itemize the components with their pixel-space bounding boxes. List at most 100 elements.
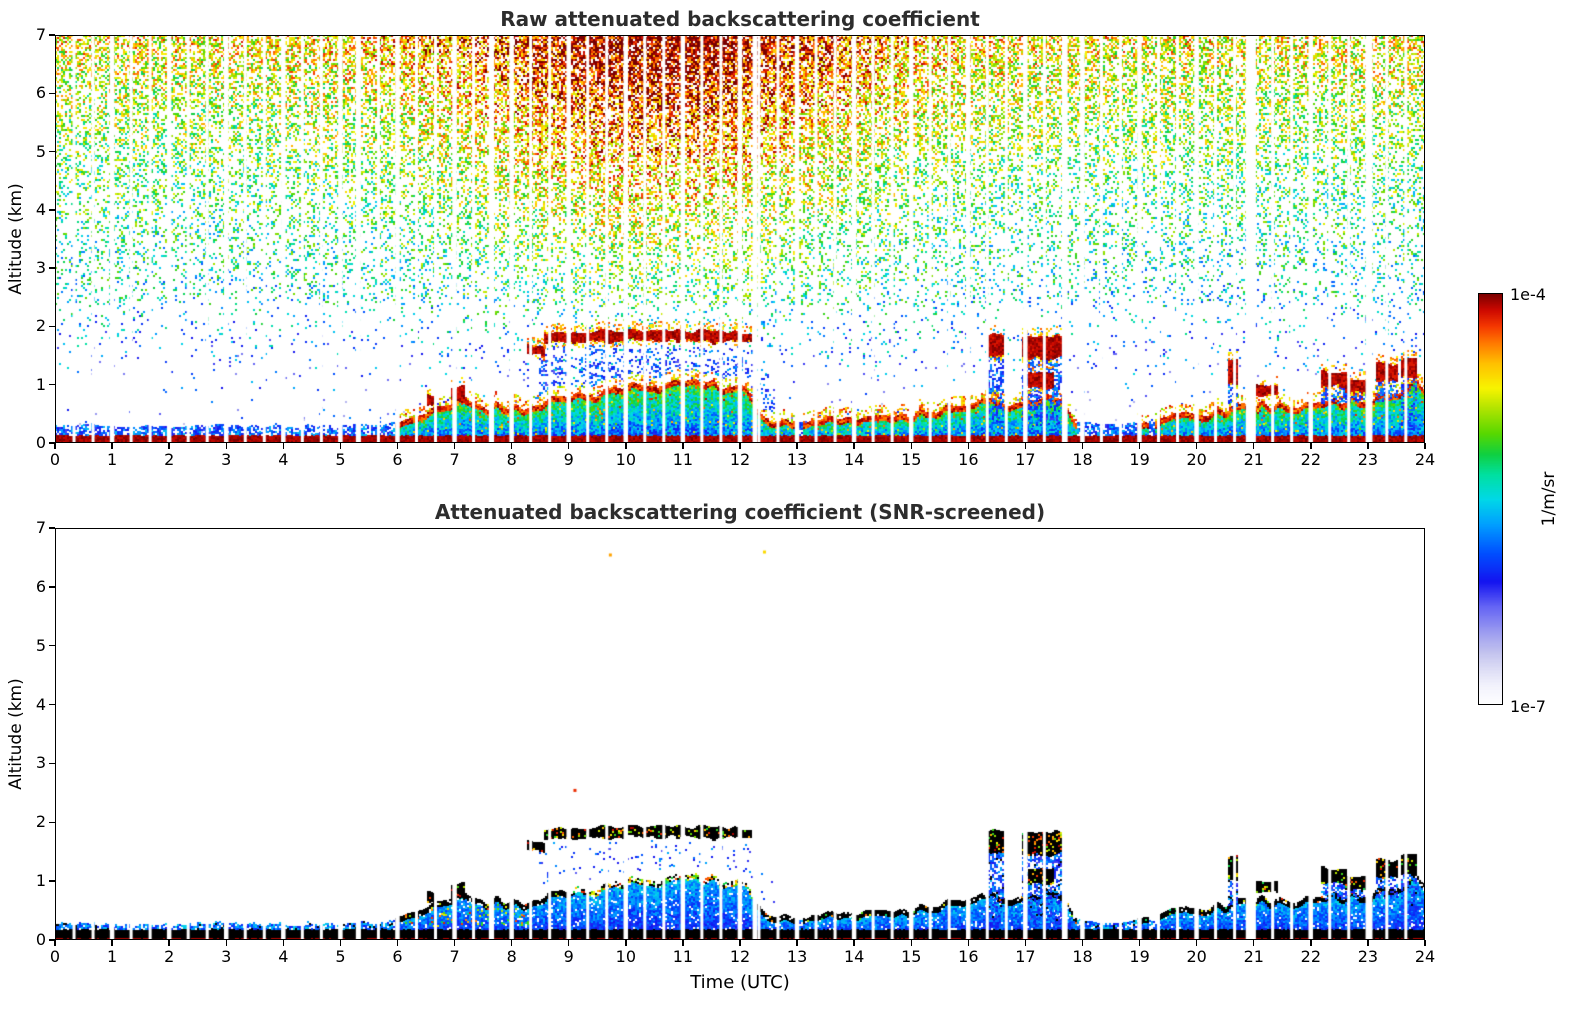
x-tick-label: 18 xyxy=(1072,450,1093,469)
x-tick xyxy=(1081,940,1084,946)
x-tick xyxy=(1138,940,1141,946)
x-tick xyxy=(1081,443,1084,449)
y-tick xyxy=(49,325,55,328)
x-tick xyxy=(111,443,113,449)
x-tick-label: 12 xyxy=(729,450,751,469)
x-tick-label: 14 xyxy=(843,450,865,469)
y-tick xyxy=(49,209,55,211)
x-tick-label: 16 xyxy=(958,947,979,966)
colorbar xyxy=(1478,293,1503,705)
x-tick xyxy=(282,940,285,946)
x-tick-label: 15 xyxy=(901,947,922,966)
x-tick-label: 19 xyxy=(1129,947,1150,966)
x-tick xyxy=(853,443,855,449)
y-tick xyxy=(49,92,55,94)
x-tick xyxy=(510,940,513,946)
colorbar-max-label: 1e-4 xyxy=(1510,285,1546,304)
x-tick-label: 7 xyxy=(449,947,460,966)
screened-heatmap-canvas xyxy=(55,528,1425,940)
x-tick-label: 8 xyxy=(506,947,517,966)
y-tick xyxy=(49,645,55,647)
x-tick-label: 0 xyxy=(49,450,61,469)
x-tick xyxy=(910,940,912,946)
x-tick xyxy=(282,443,285,449)
raw-heatmap-canvas xyxy=(55,35,1425,443)
x-tick-label: 2 xyxy=(164,450,175,469)
x-tick-label: 9 xyxy=(563,450,574,469)
x-tick xyxy=(453,443,456,449)
y-tick xyxy=(49,762,55,765)
x-tick-label: 10 xyxy=(615,450,637,469)
x-tick xyxy=(339,940,342,946)
x-tick xyxy=(1253,940,1255,946)
x-tick-label: 14 xyxy=(843,947,865,966)
x-tick xyxy=(453,940,456,946)
x-tick xyxy=(111,940,113,946)
x-tick-label: 8 xyxy=(506,450,517,469)
x-tick xyxy=(54,940,56,946)
x-tick-label: 2 xyxy=(164,947,175,966)
y-tick xyxy=(49,880,55,882)
x-axis-label: Time (UTC) xyxy=(690,972,790,993)
x-tick-label: 0 xyxy=(49,947,61,966)
x-tick xyxy=(682,940,684,946)
x-tick-label: 7 xyxy=(449,450,460,469)
x-tick xyxy=(853,940,855,946)
x-tick xyxy=(396,940,399,946)
x-tick-label: 4 xyxy=(278,947,289,966)
x-tick xyxy=(225,443,227,449)
x-tick-label: 20 xyxy=(1186,947,1207,966)
x-tick xyxy=(1024,940,1027,946)
y-tick-label: 6 xyxy=(35,83,46,103)
x-tick-label: 17 xyxy=(1015,450,1036,469)
x-tick xyxy=(1195,443,1198,449)
x-tick xyxy=(796,443,798,449)
x-tick-label: 22 xyxy=(1300,947,1322,966)
x-tick-label: 13 xyxy=(786,947,808,966)
x-tick-label: 11 xyxy=(672,450,694,469)
x-tick-label: 24 xyxy=(1414,450,1436,469)
raw-panel-title: Raw attenuated backscattering coefficien… xyxy=(500,7,980,31)
x-tick xyxy=(1424,443,1426,449)
colorbar-min-label: 1e-7 xyxy=(1510,697,1546,716)
y-tick xyxy=(49,527,55,529)
x-tick xyxy=(682,443,684,449)
x-tick xyxy=(568,443,570,449)
y-tick-label: 1 xyxy=(35,374,46,394)
x-tick xyxy=(396,443,399,449)
x-tick xyxy=(1253,443,1255,449)
x-tick-label: 11 xyxy=(672,947,694,966)
x-tick-label: 21 xyxy=(1243,947,1264,966)
x-tick-label: 12 xyxy=(729,947,751,966)
y-tick xyxy=(49,34,55,36)
y-tick xyxy=(49,586,55,588)
y-tick-label: 5 xyxy=(35,635,46,655)
x-tick xyxy=(1424,940,1426,946)
x-tick xyxy=(967,443,970,449)
y-tick-label: 1 xyxy=(35,871,46,891)
x-tick-label: 13 xyxy=(786,450,808,469)
x-tick-label: 19 xyxy=(1129,450,1150,469)
x-tick-label: 6 xyxy=(392,947,403,966)
y-tick xyxy=(49,703,55,706)
x-tick-label: 20 xyxy=(1186,450,1207,469)
x-tick-label: 5 xyxy=(335,947,346,966)
x-tick xyxy=(1310,443,1312,449)
colorbar-unit-label: 1/m/sr xyxy=(1539,471,1559,527)
x-tick-label: 24 xyxy=(1414,947,1436,966)
y-tick xyxy=(49,384,55,386)
x-tick xyxy=(1367,940,1369,946)
y-tick-label: 0 xyxy=(35,930,46,949)
y-tick-label: 7 xyxy=(35,25,46,44)
x-tick xyxy=(568,940,570,946)
x-tick xyxy=(1138,443,1141,449)
x-tick xyxy=(168,940,170,946)
x-tick xyxy=(1310,940,1312,946)
y-tick-label: 3 xyxy=(35,258,46,278)
x-tick-label: 15 xyxy=(901,450,922,469)
y-tick xyxy=(49,150,55,153)
x-tick-label: 5 xyxy=(335,450,346,469)
x-tick xyxy=(739,940,741,946)
x-tick xyxy=(967,940,970,946)
x-tick-label: 21 xyxy=(1243,450,1264,469)
